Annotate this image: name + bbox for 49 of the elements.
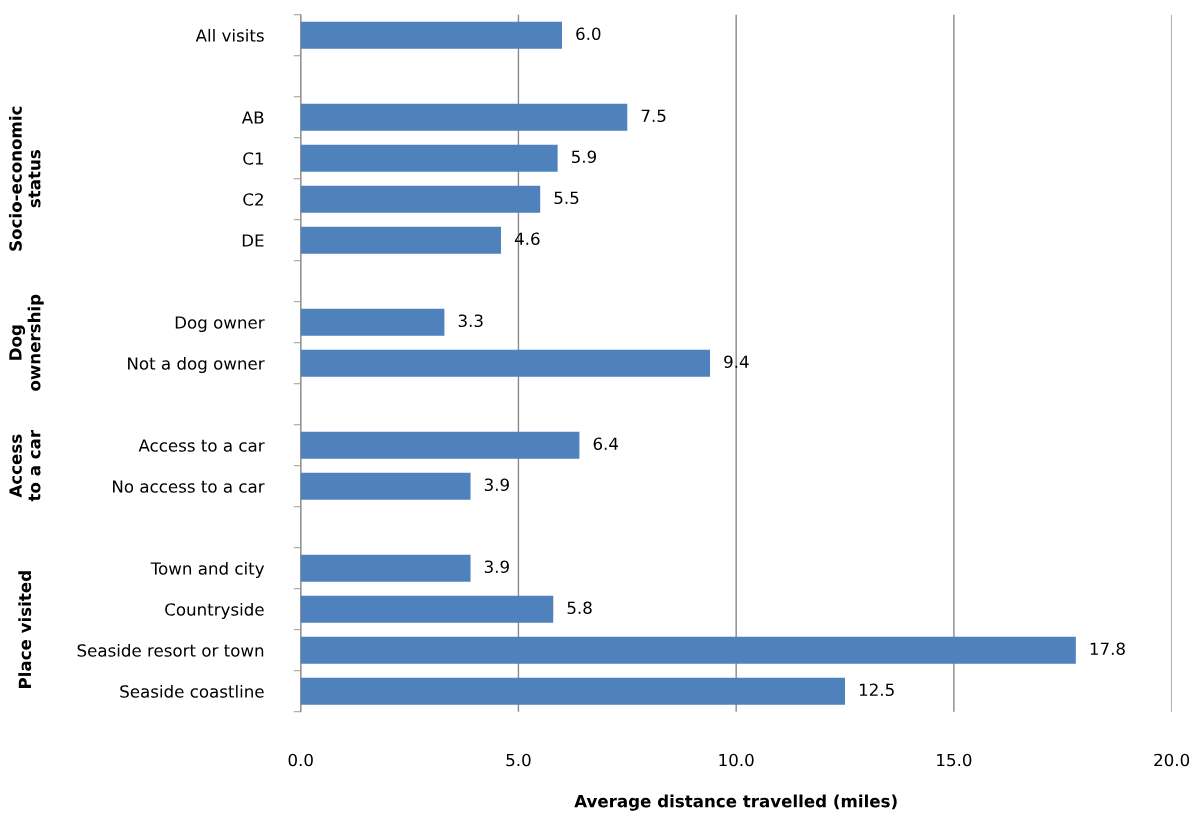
bar [300,185,541,213]
y-tick-label: All visits [195,28,264,42]
bar [300,554,471,582]
data-label: 6.4 [593,437,619,451]
data-label: 17.8 [1090,642,1125,656]
bar [300,595,554,623]
data-label: 4.6 [514,232,540,246]
data-label: 6.0 [576,27,601,41]
y-tick-label: C1 [243,152,264,165]
bar [300,103,628,131]
x-axis-title: Average distance travelled (miles) [574,794,897,811]
bar [300,226,502,254]
y-tick-label: Town and city [150,561,265,579]
text: Socio-economic status [8,106,41,251]
x-tick-label: 20.0 [1154,753,1190,767]
data-label: 5.8 [567,601,592,615]
x-tick-label: 5.0 [506,753,531,767]
y-tick-label: Seaside resort or town [77,643,264,657]
x-tick-label: 15.0 [937,753,972,767]
text: Place visited [18,571,32,688]
data-label: 7.5 [641,109,666,123]
y-tick-label: Access to a car [138,439,265,452]
text: Dog ownership [9,294,44,391]
data-label: 12.5 [859,683,894,697]
y-tick-label: No access to a car [113,480,265,493]
y-tick-label: Dog owner [175,316,265,333]
data-label: 3.9 [484,560,509,574]
x-tick-label: 10.0 [719,753,754,767]
data-label: 3.9 [484,478,509,492]
bar [300,349,711,377]
bar [300,144,558,172]
data-label: 9.4 [724,355,749,369]
data-label: 5.5 [554,191,579,205]
bar [300,308,445,336]
bar [300,636,1076,664]
bar [300,677,846,705]
y-tick-label: AB [241,111,264,124]
data-label: 3.3 [458,314,483,328]
data-label: 5.9 [571,150,597,164]
bar [300,21,562,49]
y-tick-label: Not a dog owner [128,356,265,374]
bar [300,472,471,500]
y-tick-label: DE [242,234,264,247]
y-tick-label: C2 [243,193,263,206]
x-tick-label: 0.0 [288,753,313,767]
y-tick-label: Countryside [165,602,264,620]
text: Access to a car [9,429,41,502]
y-tick-label: Seaside coastline [120,684,264,698]
bar [300,431,580,459]
